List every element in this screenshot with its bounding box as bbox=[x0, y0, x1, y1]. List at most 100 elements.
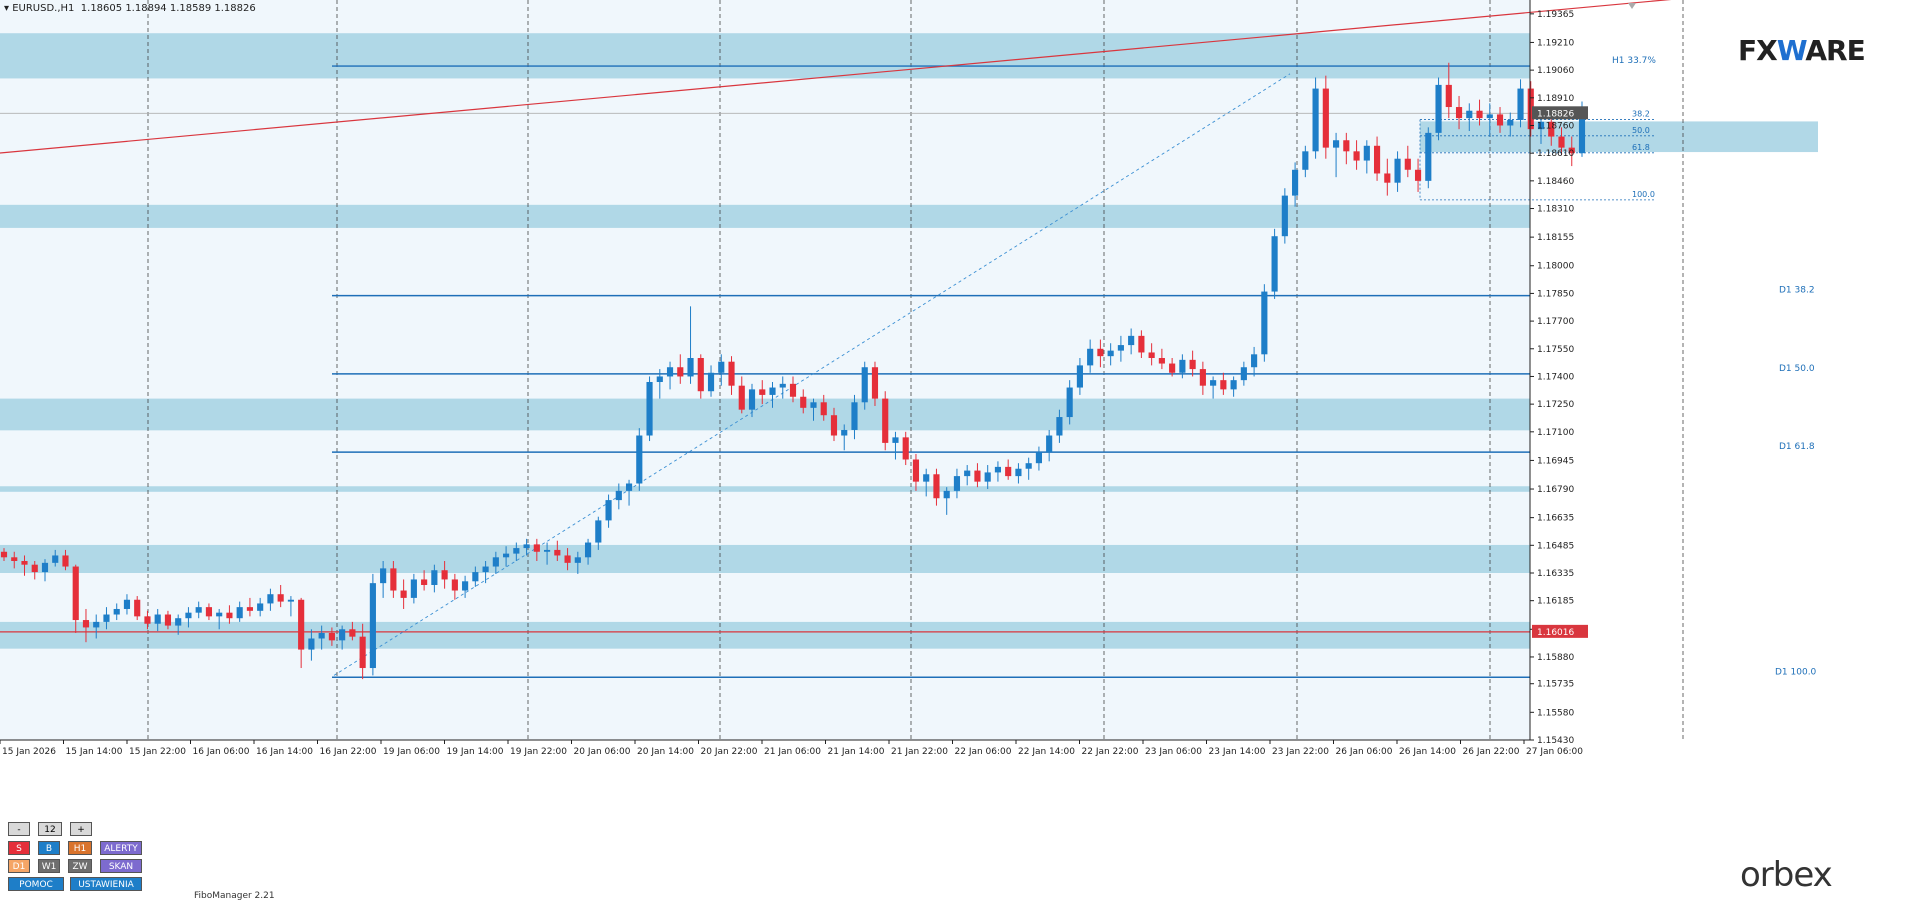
price-axis-area bbox=[1530, 0, 1915, 922]
candle-body bbox=[1158, 358, 1165, 364]
x-tick-label: 19 Jan 06:00 bbox=[383, 747, 440, 757]
period-field[interactable]: 12 bbox=[38, 822, 62, 836]
candle-body bbox=[810, 402, 817, 408]
x-tick-label: 23 Jan 22:00 bbox=[1272, 747, 1329, 757]
candle-body bbox=[871, 367, 879, 399]
x-tick-label: 16 Jan 22:00 bbox=[320, 747, 377, 757]
alerty-button[interactable]: ALERTY bbox=[100, 841, 142, 855]
x-tick-label: 20 Jan 14:00 bbox=[637, 747, 694, 757]
candle-body bbox=[933, 474, 940, 499]
h1-button[interactable]: H1 bbox=[68, 841, 92, 855]
x-tick-label: 26 Jan 22:00 bbox=[1463, 747, 1520, 757]
candle-body bbox=[1548, 121, 1555, 137]
x-tick-label: 23 Jan 06:00 bbox=[1145, 747, 1202, 757]
candle-body bbox=[533, 544, 540, 552]
candle-body bbox=[574, 557, 581, 563]
increase-button[interactable]: + bbox=[70, 822, 92, 836]
y-tick-label: 1.18000 bbox=[1537, 262, 1574, 272]
candle-body bbox=[718, 361, 725, 373]
candle-body bbox=[1056, 417, 1063, 436]
candle-body bbox=[1302, 151, 1309, 170]
y-tick-label: 1.17550 bbox=[1537, 345, 1574, 355]
candle-body bbox=[267, 594, 274, 604]
candle-body bbox=[339, 629, 346, 641]
y-tick-label: 1.18155 bbox=[1537, 233, 1574, 243]
candle-body bbox=[974, 470, 981, 482]
candle-body bbox=[1435, 84, 1442, 133]
candle-body bbox=[164, 614, 172, 626]
candle-body bbox=[410, 579, 417, 598]
candle-body bbox=[707, 372, 715, 392]
candle-body bbox=[1169, 363, 1176, 373]
x-tick-label: 19 Jan 22:00 bbox=[510, 747, 567, 757]
candle-body bbox=[902, 437, 909, 460]
candle-body bbox=[1353, 151, 1360, 161]
y-tick-label: 1.19210 bbox=[1537, 38, 1574, 48]
candle-body bbox=[1210, 380, 1217, 386]
dropdown-arrow-icon[interactable]: ▾ bbox=[4, 3, 10, 14]
plot-area bbox=[0, 0, 1530, 740]
candle-body bbox=[287, 599, 294, 602]
pomoc-button[interactable]: POMOC bbox=[8, 877, 64, 891]
candle-body bbox=[308, 638, 315, 650]
sr-zone bbox=[0, 486, 1530, 492]
candle-body bbox=[605, 500, 612, 521]
y-tick-label: 1.15430 bbox=[1537, 736, 1574, 746]
candle-body bbox=[687, 358, 694, 377]
candle-body bbox=[144, 616, 151, 624]
candle-body bbox=[482, 566, 489, 573]
candle-body bbox=[1312, 88, 1319, 152]
candle-body bbox=[800, 396, 807, 408]
candle-body bbox=[1292, 169, 1299, 196]
fibo-label: D1 100.0 bbox=[1775, 667, 1817, 677]
ustawienia-button[interactable]: USTAWIENIA bbox=[70, 877, 142, 891]
d1-button[interactable]: D1 bbox=[8, 859, 30, 873]
candle-body bbox=[1486, 114, 1493, 119]
candle-body bbox=[462, 581, 469, 591]
x-tick-label: 20 Jan 06:00 bbox=[574, 747, 631, 757]
candle-body bbox=[1281, 195, 1288, 237]
candle-body bbox=[779, 383, 786, 388]
candle-body bbox=[62, 555, 69, 567]
x-tick-label: 16 Jan 06:00 bbox=[193, 747, 250, 757]
candle-body bbox=[1230, 380, 1237, 390]
sell-button[interactable]: S bbox=[8, 841, 30, 855]
trend-line bbox=[0, 0, 1672, 154]
candle-body bbox=[421, 579, 428, 585]
candle-body bbox=[1261, 291, 1268, 355]
candle-body bbox=[1107, 350, 1114, 357]
buy-button[interactable]: B bbox=[38, 841, 60, 855]
candle-body bbox=[1527, 88, 1534, 130]
h1-fibo-label: 38.2 bbox=[1632, 110, 1650, 119]
candle-body bbox=[154, 614, 161, 624]
x-tick-label: 20 Jan 22:00 bbox=[701, 747, 758, 757]
candle-body bbox=[1066, 387, 1073, 418]
candle-body bbox=[1537, 121, 1545, 130]
y-tick-label: 1.17250 bbox=[1537, 400, 1574, 410]
candle-body bbox=[564, 555, 571, 563]
candle-body bbox=[789, 383, 797, 397]
candle-body bbox=[1414, 169, 1422, 181]
candle-body bbox=[1425, 132, 1432, 181]
y-tick-label: 1.16790 bbox=[1537, 485, 1574, 495]
candle-body bbox=[318, 632, 325, 639]
candle-body bbox=[1087, 348, 1094, 366]
skan-button[interactable]: SKAN bbox=[100, 859, 142, 873]
y-tick-label: 1.17100 bbox=[1537, 428, 1574, 438]
w1-button[interactable]: W1 bbox=[38, 859, 60, 873]
candle-body bbox=[1035, 452, 1042, 464]
sr-zone bbox=[1420, 121, 1818, 153]
decrease-button[interactable]: - bbox=[8, 822, 30, 836]
candle-body bbox=[380, 568, 387, 584]
candle-body bbox=[277, 594, 284, 602]
time-axis-area bbox=[0, 740, 1530, 922]
symbol-label: EURUSD.,H1 bbox=[12, 3, 75, 14]
candle-body bbox=[1117, 345, 1124, 351]
candle-body bbox=[1251, 354, 1258, 368]
zw-button[interactable]: ZW bbox=[68, 859, 92, 873]
current-price-text: 1.18826 bbox=[1537, 109, 1574, 119]
candle-body bbox=[666, 367, 674, 377]
y-tick-label: 1.15735 bbox=[1537, 680, 1574, 690]
